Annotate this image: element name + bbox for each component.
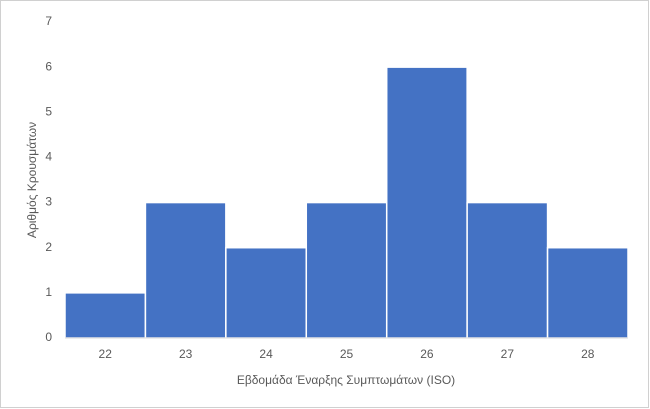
bar [144, 201, 227, 339]
bar [305, 201, 388, 339]
bar [385, 66, 468, 339]
y-tick-label: 5 [45, 104, 52, 118]
y-tick-label: 4 [45, 150, 52, 164]
y-tick-label: 2 [45, 240, 52, 254]
x-tick-label: 24 [259, 347, 273, 361]
y-tick-label: 1 [45, 285, 52, 299]
y-tick-label: 6 [45, 59, 52, 73]
bar [225, 246, 308, 339]
bar [64, 292, 147, 339]
x-tick-label: 25 [340, 347, 354, 361]
x-tick-label: 28 [581, 347, 595, 361]
x-tick-label: 26 [420, 347, 434, 361]
x-tick-label: 23 [179, 347, 193, 361]
x-tick-label: 27 [501, 347, 515, 361]
y-tick-label: 0 [45, 330, 52, 344]
y-tick-label: 3 [45, 195, 52, 209]
y-tick-label: 7 [45, 14, 52, 28]
x-tick-label: 22 [99, 347, 113, 361]
bar [466, 201, 549, 339]
x-axis-title: Εβδομάδα Έναρξης Συμπτωμάτων (ISO) [237, 373, 455, 387]
bar [546, 246, 629, 339]
y-axis-title: Αριθμός Κρουσμάτων [25, 122, 39, 238]
